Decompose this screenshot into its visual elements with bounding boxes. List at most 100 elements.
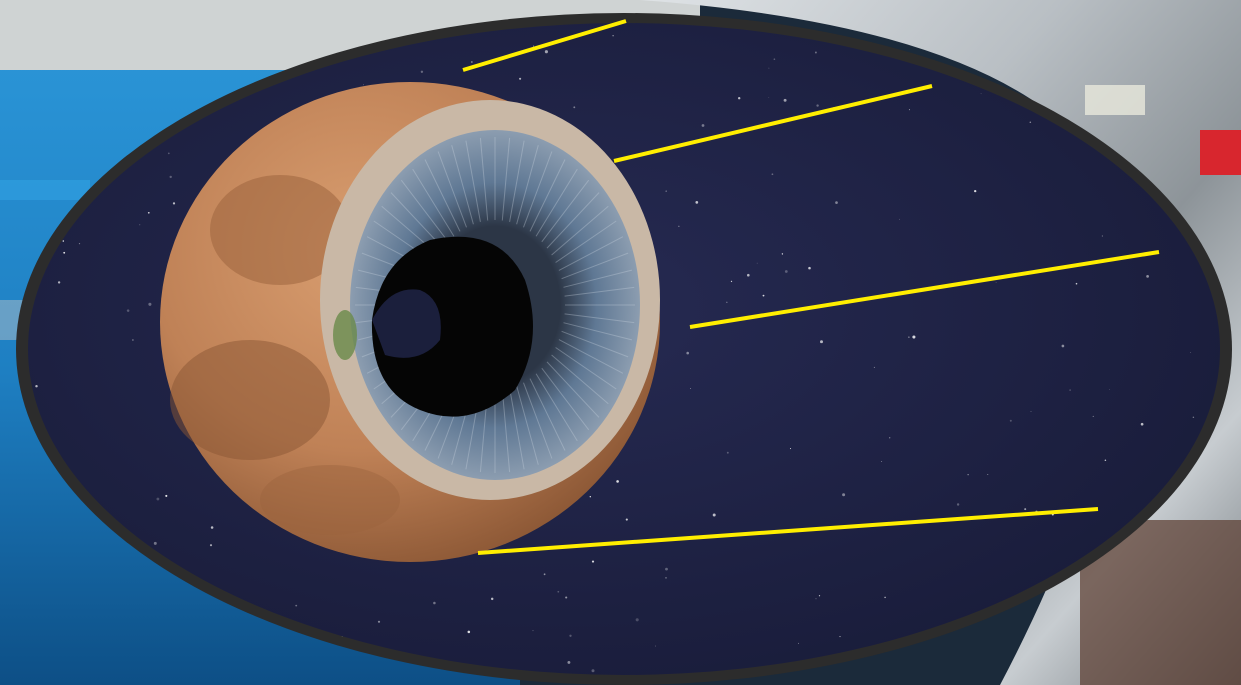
star bbox=[165, 494, 168, 497]
star bbox=[726, 451, 729, 454]
moon-mare bbox=[260, 465, 400, 535]
iris-fiber bbox=[541, 179, 590, 243]
iris-fiber bbox=[424, 159, 461, 232]
star bbox=[78, 243, 81, 245]
star bbox=[1140, 422, 1144, 426]
iris-fiber bbox=[564, 286, 635, 297]
star bbox=[591, 669, 595, 673]
star bbox=[789, 448, 792, 450]
star bbox=[784, 270, 788, 273]
star bbox=[62, 240, 65, 242]
star bbox=[625, 518, 628, 521]
star bbox=[470, 61, 473, 63]
star bbox=[573, 106, 576, 109]
star bbox=[1061, 344, 1065, 348]
star bbox=[762, 294, 765, 297]
star bbox=[126, 309, 130, 312]
iris-fiber bbox=[529, 378, 566, 451]
star bbox=[695, 201, 699, 204]
star bbox=[956, 503, 960, 506]
star bbox=[433, 601, 436, 605]
star bbox=[726, 301, 728, 303]
star bbox=[210, 526, 214, 529]
star bbox=[1190, 352, 1192, 353]
callout-line-4 bbox=[477, 507, 1099, 555]
star bbox=[912, 335, 916, 339]
iris-fiber bbox=[479, 137, 489, 221]
iris-fiber bbox=[501, 389, 511, 473]
star bbox=[987, 473, 989, 475]
iris-fiber bbox=[437, 151, 467, 228]
star bbox=[544, 50, 548, 54]
star bbox=[768, 97, 770, 98]
star bbox=[771, 173, 774, 176]
star bbox=[148, 302, 152, 306]
star bbox=[773, 58, 776, 61]
callout-lines bbox=[462, 19, 1160, 555]
iris-fiber bbox=[546, 192, 600, 249]
star bbox=[768, 67, 770, 69]
star bbox=[995, 281, 997, 283]
star bbox=[557, 590, 560, 593]
callout-line-3 bbox=[689, 250, 1160, 329]
star bbox=[889, 437, 891, 439]
star bbox=[565, 596, 568, 599]
star bbox=[815, 598, 817, 600]
star bbox=[1092, 415, 1094, 417]
star bbox=[814, 51, 817, 54]
iris-fiber bbox=[400, 179, 449, 243]
star bbox=[132, 339, 134, 341]
iris-fiber bbox=[516, 145, 539, 225]
green-patch bbox=[333, 310, 357, 360]
star bbox=[57, 281, 61, 284]
star bbox=[881, 461, 883, 462]
star bbox=[1104, 459, 1107, 462]
star bbox=[532, 630, 534, 632]
star bbox=[209, 544, 213, 547]
star bbox=[665, 567, 668, 571]
machine-rib bbox=[0, 180, 90, 200]
star bbox=[377, 620, 381, 623]
star bbox=[167, 152, 170, 155]
star bbox=[816, 104, 819, 107]
star bbox=[543, 573, 546, 576]
star bbox=[591, 560, 595, 563]
star bbox=[835, 201, 838, 204]
iris-fiber bbox=[509, 388, 525, 470]
iris-fiber bbox=[561, 252, 629, 280]
star bbox=[612, 35, 614, 37]
star bbox=[519, 77, 522, 80]
star bbox=[172, 202, 176, 205]
star bbox=[147, 211, 150, 214]
star bbox=[686, 351, 689, 355]
iris-fiber bbox=[546, 361, 600, 418]
moon-mare bbox=[210, 175, 350, 285]
iris-fiber bbox=[564, 313, 635, 324]
iris-fiber bbox=[555, 220, 617, 263]
star bbox=[420, 70, 424, 73]
star bbox=[842, 493, 846, 497]
iris-fiber bbox=[551, 205, 609, 256]
star bbox=[567, 660, 571, 664]
star bbox=[899, 218, 900, 220]
iris-fiber bbox=[535, 373, 578, 442]
star bbox=[139, 224, 141, 226]
star bbox=[1009, 419, 1012, 422]
star bbox=[701, 124, 705, 127]
star bbox=[1101, 235, 1104, 237]
star bbox=[1075, 282, 1078, 285]
star bbox=[690, 388, 691, 389]
star bbox=[153, 541, 157, 545]
iris-fiber bbox=[390, 192, 444, 249]
callout-line-1 bbox=[462, 19, 627, 72]
star bbox=[781, 253, 784, 255]
star bbox=[980, 93, 982, 95]
star bbox=[1069, 389, 1071, 391]
star bbox=[908, 336, 910, 338]
star bbox=[1109, 388, 1111, 390]
star bbox=[712, 513, 716, 517]
iris-fiber bbox=[555, 347, 617, 390]
